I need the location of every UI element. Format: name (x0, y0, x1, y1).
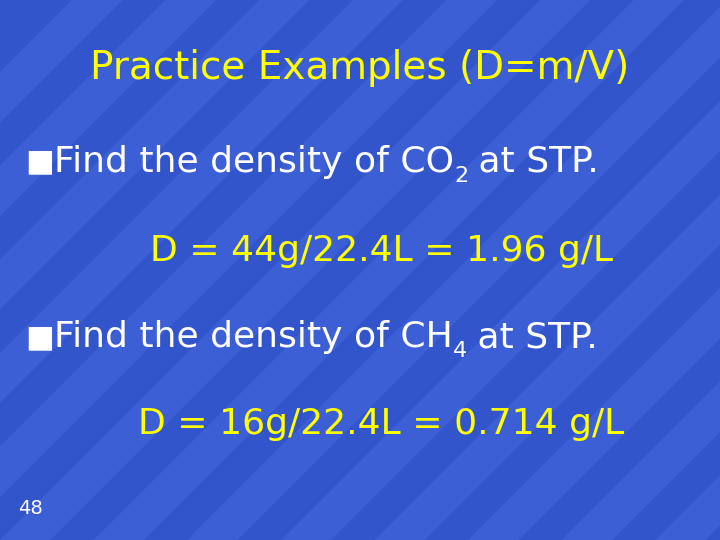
Text: 2: 2 (454, 165, 468, 186)
Text: D = 16g/22.4L = 0.714 g/L: D = 16g/22.4L = 0.714 g/L (138, 407, 625, 441)
Text: D = 44g/22.4L = 1.96 g/L: D = 44g/22.4L = 1.96 g/L (150, 234, 613, 268)
Polygon shape (0, 0, 122, 540)
Polygon shape (187, 0, 720, 540)
Text: at STP.: at STP. (466, 321, 598, 354)
Polygon shape (0, 0, 403, 540)
Polygon shape (562, 0, 720, 540)
Polygon shape (281, 0, 720, 540)
Text: Practice Examples (D=m/V): Practice Examples (D=m/V) (91, 49, 629, 86)
Text: ■: ■ (25, 147, 54, 177)
Text: Find the density of CH: Find the density of CH (54, 321, 453, 354)
Text: ■: ■ (25, 323, 54, 352)
Polygon shape (374, 0, 720, 540)
Polygon shape (0, 0, 310, 540)
Polygon shape (94, 0, 684, 540)
Text: 48: 48 (18, 500, 42, 518)
Text: 4: 4 (453, 341, 467, 361)
Polygon shape (0, 0, 497, 540)
Text: Find the density of CO: Find the density of CO (54, 145, 454, 179)
Text: at STP.: at STP. (467, 145, 599, 179)
Polygon shape (0, 0, 590, 540)
Polygon shape (0, 0, 216, 540)
Polygon shape (655, 0, 720, 540)
Polygon shape (468, 0, 720, 540)
